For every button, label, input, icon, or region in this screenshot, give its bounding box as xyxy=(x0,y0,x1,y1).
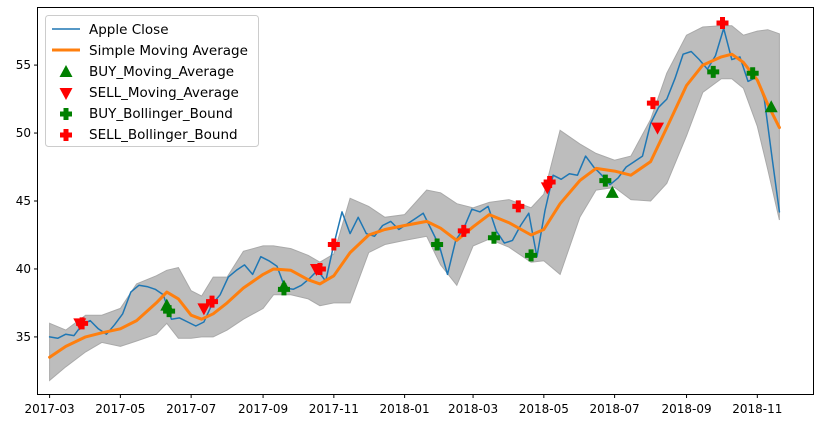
lines-layer xyxy=(48,27,781,359)
series-line-simple-moving-average xyxy=(48,52,781,359)
legend-label-buy-moving-average: BUY_Moving_Average xyxy=(89,64,234,80)
buy-moving-average-marker xyxy=(764,100,778,113)
y-tick-label: 55 xyxy=(16,58,31,72)
y-axis: 35 40 45 50 55 xyxy=(16,58,38,344)
y-tick-label: 45 xyxy=(16,194,31,208)
y-tick-label: 40 xyxy=(16,262,31,276)
buy-bollinger-bound-marker xyxy=(746,67,759,80)
markers-layer xyxy=(73,16,778,331)
x-tick-label: 2017-03 xyxy=(25,402,75,416)
x-tick-label: 2017-11 xyxy=(309,402,359,416)
sell-bollinger-bound-marker xyxy=(327,238,340,251)
buy-bollinger-bound-marker xyxy=(525,249,538,262)
x-tick-label: 2018-03 xyxy=(448,402,498,416)
x-tick-label: 2018-09 xyxy=(661,402,711,416)
x-tick-label: 2017-05 xyxy=(95,402,145,416)
sell-bollinger-bound-marker xyxy=(512,200,525,213)
sell-bollinger-bound-marker xyxy=(457,224,470,237)
legend-label-sell-bollinger-bound: SELL_Bollinger_Bound xyxy=(89,127,238,143)
legend-swatch-sell-moving-average xyxy=(59,88,73,100)
buy-bollinger-bound-marker xyxy=(707,65,720,78)
legend-label-sell-moving-average: SELL_Moving_Average xyxy=(89,85,239,101)
buy-bollinger-bound-marker xyxy=(487,231,500,244)
x-tick-label: 2018-01 xyxy=(380,402,430,416)
legend-label-buy-bollinger-bound: BUY_Bollinger_Bound xyxy=(89,106,233,122)
buy-bollinger-bound-marker xyxy=(431,238,444,251)
buy-bollinger-bound-marker xyxy=(599,174,612,187)
legend-label-apple-close: Apple Close xyxy=(89,22,169,38)
x-tick-label: 2018-11 xyxy=(732,402,782,416)
x-axis: 2017-03 2017-05 2017-07 2017-09 2017-11 2018-… xyxy=(25,394,782,416)
sell-moving-average-marker xyxy=(197,303,211,316)
y-tick-label: 35 xyxy=(16,330,31,344)
legend-label-simple-moving-average: Simple Moving Average xyxy=(89,43,248,59)
buy-bollinger-bound-marker xyxy=(277,283,290,296)
sell-bollinger-bound-marker xyxy=(716,16,729,29)
legend-swatch-buy-bollinger-bound xyxy=(60,108,72,120)
sell-bollinger-bound-marker xyxy=(76,317,89,330)
x-tick-label: 2018-07 xyxy=(590,402,640,416)
series-line-apple-close xyxy=(48,27,781,340)
bollinger-band-area xyxy=(49,25,780,382)
buy-moving-average-marker xyxy=(605,185,619,198)
x-tick-label: 2018-05 xyxy=(519,402,569,416)
buy-bollinger-bound-marker xyxy=(163,305,176,318)
legend: Apple Close Simple Moving Average BUY_Movi… xyxy=(45,15,259,147)
bollinger-band-layer xyxy=(49,25,780,382)
y-tick-label: 50 xyxy=(16,126,31,140)
sell-bollinger-bound-marker xyxy=(313,262,326,275)
legend-box xyxy=(45,15,259,147)
x-tick-label: 2017-07 xyxy=(166,402,216,416)
sell-bollinger-bound-marker xyxy=(543,175,556,188)
legend-swatch-sell-bollinger-bound xyxy=(60,129,72,141)
sell-moving-average-marker xyxy=(651,122,665,135)
sell-bollinger-bound-marker xyxy=(206,295,219,308)
sell-bollinger-bound-marker xyxy=(646,97,659,110)
x-tick-label: 2017-09 xyxy=(238,402,288,416)
legend-swatch-buy-moving-average xyxy=(59,65,73,77)
